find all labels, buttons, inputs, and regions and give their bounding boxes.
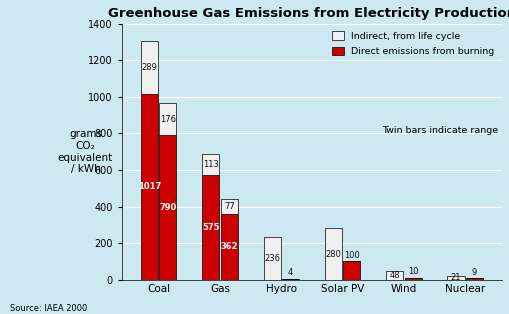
Text: 9: 9 <box>472 268 477 277</box>
Text: 1017: 1017 <box>138 182 161 191</box>
Text: 575: 575 <box>202 223 219 232</box>
Bar <box>159 135 177 280</box>
Text: 77: 77 <box>224 202 235 211</box>
Bar <box>220 199 238 214</box>
Text: 280: 280 <box>325 250 342 258</box>
Text: 48: 48 <box>389 271 400 280</box>
Text: 362: 362 <box>220 242 238 251</box>
Bar <box>141 94 158 280</box>
Text: Source: IAEA 2000: Source: IAEA 2000 <box>10 304 88 313</box>
Text: Twin bars indicate range: Twin bars indicate range <box>382 126 498 135</box>
Bar <box>386 271 403 280</box>
Bar <box>220 214 238 280</box>
Text: 113: 113 <box>203 160 219 169</box>
Bar <box>282 279 299 280</box>
Bar <box>325 229 342 280</box>
Text: 21: 21 <box>451 273 461 282</box>
Bar <box>405 278 422 280</box>
Text: 790: 790 <box>159 203 177 212</box>
Text: 10: 10 <box>408 267 418 276</box>
Text: 176: 176 <box>160 115 176 124</box>
Legend: Indirect, from life cycle, Direct emissions from burning: Indirect, from life cycle, Direct emissi… <box>329 29 497 59</box>
Text: 289: 289 <box>142 63 157 72</box>
Text: 100: 100 <box>344 251 360 260</box>
Title: Greenhouse Gas Emissions from Electricity Production: Greenhouse Gas Emissions from Electricit… <box>108 7 509 20</box>
Bar <box>141 41 158 94</box>
Bar <box>202 175 219 280</box>
Bar <box>264 236 280 280</box>
Text: 236: 236 <box>264 254 280 263</box>
Bar <box>159 103 177 135</box>
Bar <box>466 278 483 280</box>
Bar <box>447 276 465 280</box>
Y-axis label: grams
CO₂
equivalent
/ kWh: grams CO₂ equivalent / kWh <box>58 129 113 174</box>
Bar <box>202 154 219 175</box>
Text: 4: 4 <box>288 268 293 278</box>
Bar <box>343 261 360 280</box>
